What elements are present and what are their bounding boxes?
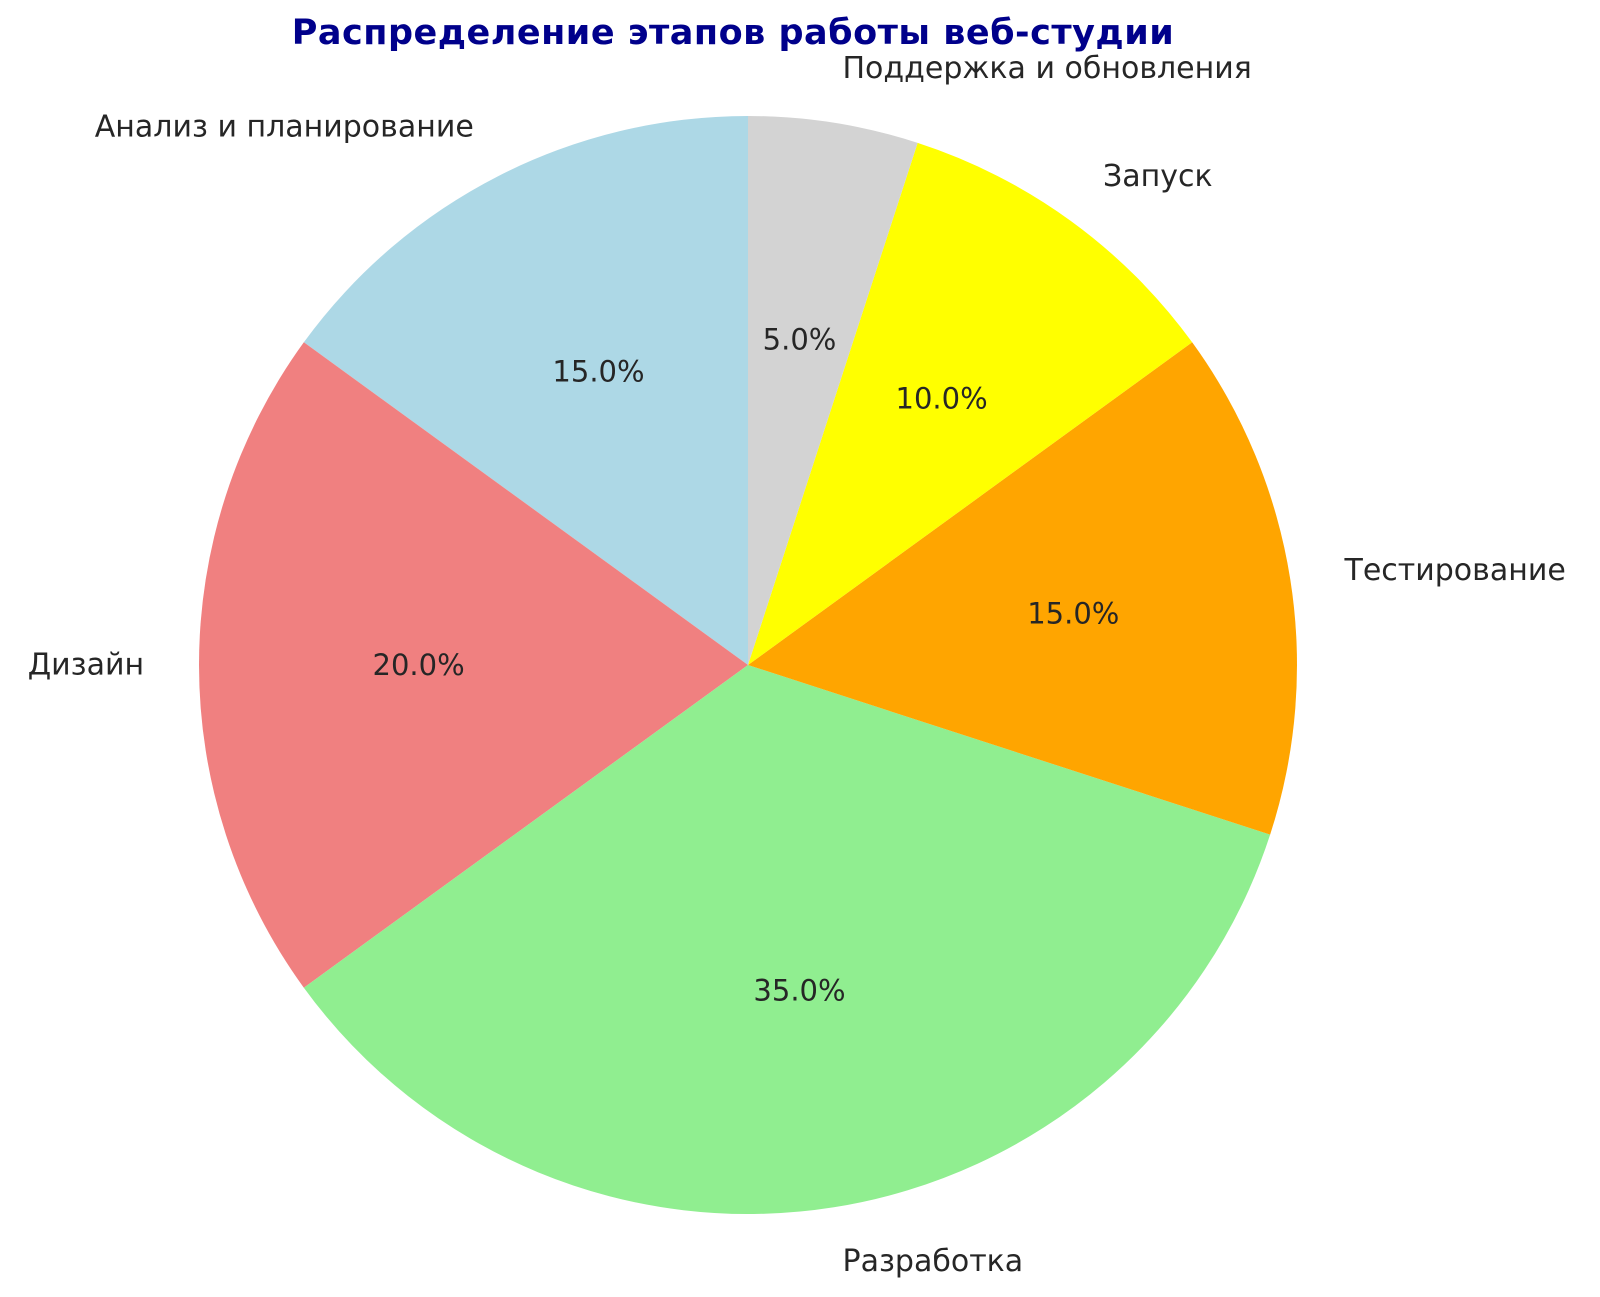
slice-label-5: Поддержка и обновления <box>843 51 1252 86</box>
slice-label-1: Дизайн <box>28 648 144 683</box>
pie-slice-0 <box>303 116 748 665</box>
pie-slice-5 <box>748 116 918 665</box>
pct-label-5: 5.0% <box>763 323 837 357</box>
slice-label-2: Разработка <box>843 1244 1024 1279</box>
slice-label-4: Запуск <box>1103 159 1213 194</box>
pie-slice-2 <box>303 665 1271 1214</box>
pie-slice-4 <box>748 142 1193 665</box>
slice-label-0: Анализ и планирование <box>95 109 474 144</box>
pie-slice-1 <box>199 342 748 988</box>
pie-slice-3 <box>748 342 1297 835</box>
pct-label-1: 20.0% <box>373 648 465 682</box>
pct-label-0: 15.0% <box>552 355 644 389</box>
pct-label-4: 10.0% <box>896 382 988 416</box>
chart-title: Распределение этапов работы веб-студии <box>291 13 1175 53</box>
pct-label-3: 15.0% <box>1027 597 1119 631</box>
pct-label-2: 35.0% <box>753 973 845 1007</box>
slice-label-3: Тестирование <box>1344 553 1566 588</box>
